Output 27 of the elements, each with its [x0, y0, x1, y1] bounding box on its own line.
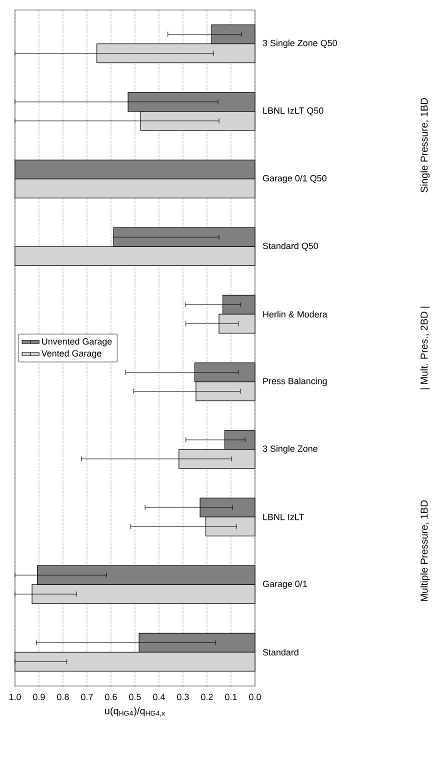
- x-tick-label: 0.5: [129, 694, 141, 700]
- y-tick-label: Press Balancing: [263, 378, 327, 386]
- x-axis-title: u(q$_{HG4}$)/q$_{HG4,x}$: [105, 706, 165, 717]
- legend-label: Unvented Garage: [42, 338, 112, 346]
- y-tick-label: LBNL IzLT Q50: [263, 107, 324, 116]
- text: | Mult. Pres., 2BD |: [420, 306, 430, 390]
- x-tick-label: 0.1: [225, 694, 237, 700]
- text: Single Pressure, 1BD: [420, 98, 430, 192]
- x-tick-label: 0.4: [153, 694, 165, 700]
- x-tick-label: 0.7: [81, 694, 93, 700]
- x-tick-label: 0.8: [57, 694, 69, 700]
- x-tick-label: 1.0: [9, 694, 21, 700]
- y-tick-label: 3 Single Zone Q50: [262, 40, 337, 48]
- legend-label: Vented Garage: [41, 350, 102, 358]
- y-tick-label: 3 Single Zone: [262, 445, 318, 454]
- y-tick-label: Garage 0/1: [262, 580, 307, 589]
- x-tick-label: 0.0: [249, 694, 261, 700]
- x-tick-label: 0.9: [33, 694, 45, 700]
- y-tick-label: Garage 0/1 Q50: [262, 174, 326, 184]
- text: Multiple Pressure, 1BD: [420, 500, 430, 601]
- y-tick-label: Standard Q50: [262, 242, 318, 251]
- y-tick-label: Herlin & Modera: [263, 310, 328, 318]
- x-tick-label: 0.3: [177, 694, 189, 700]
- y-tick-label: Standard: [262, 648, 298, 656]
- x-tick-label: 0.6: [105, 694, 117, 700]
- y-tick-label: LBNL IzLT: [263, 514, 304, 520]
- x-tick-label: 0.2: [201, 694, 213, 700]
